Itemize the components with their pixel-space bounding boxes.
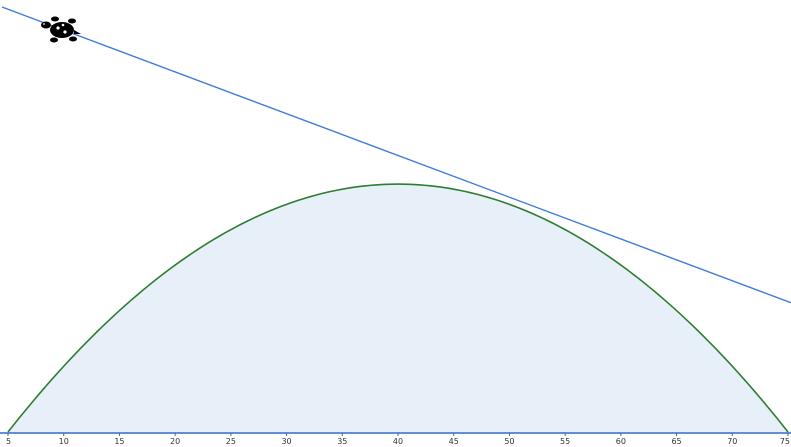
parabola-curve <box>7 183 789 433</box>
x-tick-label: 75 <box>780 437 790 446</box>
turtle-icon <box>41 16 81 43</box>
x-tick-label: 15 <box>114 437 124 446</box>
x-tick-label: 70 <box>727 437 737 446</box>
x-tick-label: 35 <box>337 437 347 446</box>
x-tick-label: 50 <box>504 437 514 446</box>
x-tick-label: 55 <box>560 437 570 446</box>
x-tick-label: 65 <box>671 437 681 446</box>
x-tick-label: 30 <box>281 437 291 446</box>
x-tick-label: 40 <box>393 437 403 446</box>
x-tick-label: 10 <box>59 437 69 446</box>
x-tick-label: 25 <box>226 437 236 446</box>
x-tick-label: 20 <box>170 437 180 446</box>
x-axis-ticks: 5 10 15 20 25 30 35 40 45 50 55 60 65 70 75 <box>6 433 790 446</box>
x-tick-label: 60 <box>616 437 626 446</box>
x-tick-label: 45 <box>449 437 459 446</box>
area-under-curve <box>8 184 788 432</box>
x-tick-label: 5 <box>6 437 11 446</box>
tangent-line <box>1 6 791 304</box>
